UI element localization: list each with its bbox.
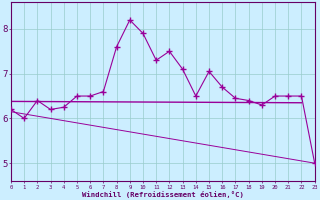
- X-axis label: Windchill (Refroidissement éolien,°C): Windchill (Refroidissement éolien,°C): [82, 191, 244, 198]
